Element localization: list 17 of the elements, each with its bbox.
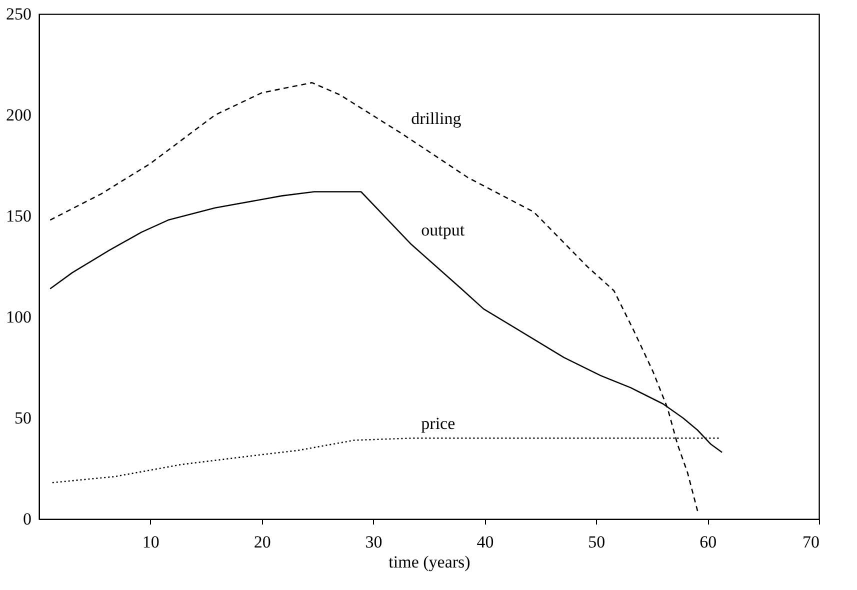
series-label: output	[421, 220, 465, 240]
y-tick-label: 150	[6, 206, 32, 226]
x-tick-label: 60	[700, 532, 717, 552]
y-tick-label: 250	[6, 4, 32, 24]
x-tick-label: 30	[365, 532, 382, 552]
y-tick-label: 50	[14, 408, 32, 428]
y-tick-label: 0	[23, 510, 32, 528]
x-tick-label: 20	[254, 532, 271, 552]
x-tick-label: 10	[142, 532, 160, 552]
x-tick-label: 50	[588, 532, 606, 552]
series-label: drilling	[411, 109, 462, 128]
x-tick-label: 70	[802, 532, 820, 552]
x-axis-title: time (years)	[388, 552, 470, 572]
y-tick-label: 200	[6, 106, 32, 124]
series-label: price	[421, 414, 456, 434]
x-tick-label: 40	[476, 532, 494, 552]
y-tick-label: 100	[6, 308, 32, 326]
